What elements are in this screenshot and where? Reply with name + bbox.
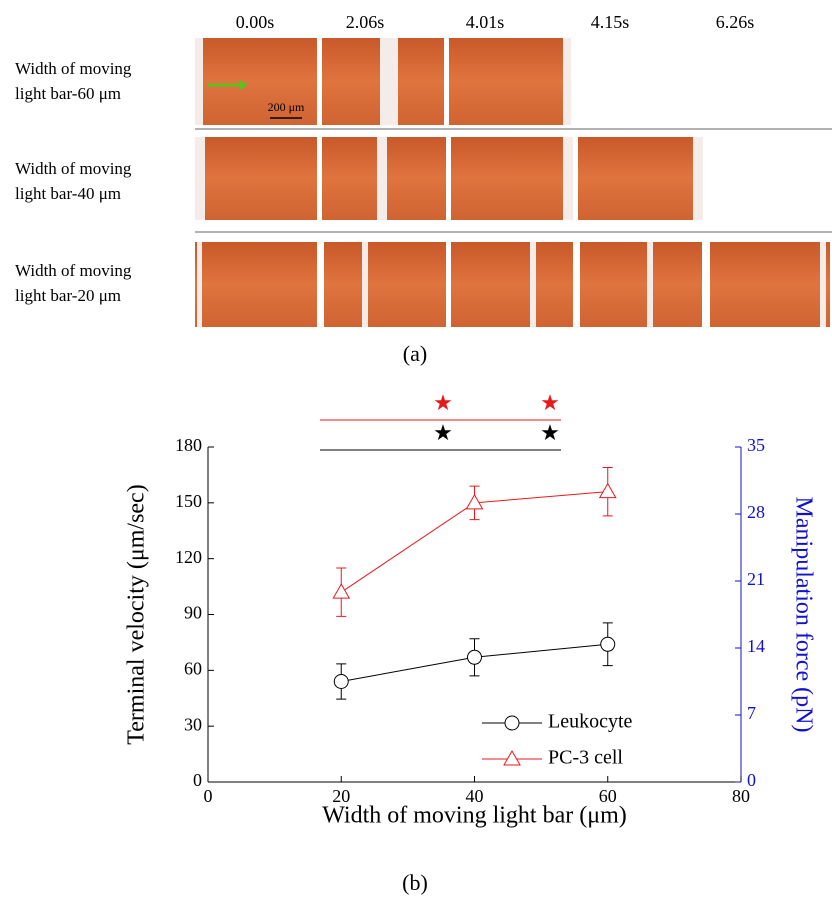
- x-tick-label: 0: [204, 786, 213, 806]
- legend-label: Leukocyte: [548, 711, 633, 733]
- legend-marker: [504, 751, 520, 765]
- micrograph: [580, 242, 702, 327]
- light-bar: [563, 38, 571, 125]
- y-tick-label: 120: [175, 547, 202, 567]
- y2-tick-label: 7: [747, 703, 756, 723]
- time-label: 4.01s: [466, 12, 505, 32]
- light-bar: [693, 137, 703, 220]
- star: ★: [540, 390, 560, 415]
- time-label: 0.00s: [236, 12, 275, 32]
- y2-tick-label: 35: [747, 435, 765, 455]
- y-tick-label: 90: [184, 603, 202, 623]
- light-bar: [197, 242, 202, 327]
- caption: (b): [402, 870, 428, 895]
- micrograph: [324, 242, 446, 327]
- light-bar: [820, 242, 826, 327]
- row-label: light bar-60 μm: [15, 84, 121, 103]
- y-axis-label: Terminal velocity (μm/sec): [124, 484, 150, 744]
- star: ★: [433, 420, 453, 445]
- light-bar: [647, 242, 653, 327]
- y-tick-label: 60: [184, 658, 202, 678]
- scale-bar-label: 200 μm: [268, 100, 305, 114]
- micrograph: [449, 38, 571, 125]
- time-label: 2.06s: [346, 12, 385, 32]
- point: [467, 495, 483, 509]
- point: [601, 637, 615, 651]
- light-bar: [380, 38, 398, 125]
- x-tick-label: 80: [732, 786, 750, 806]
- light-bar: [362, 242, 368, 327]
- star: ★: [433, 390, 453, 415]
- y2-tick-label: 21: [747, 569, 765, 589]
- light-bar: [563, 137, 573, 220]
- figure: 200 μm (a) (b) ★ ★ ★ ★ 0.00s 2.06s 4.01s 4.…: [0, 0, 832, 901]
- y-tick-label: 30: [184, 714, 202, 734]
- row-label: light bar-20 μm: [15, 286, 121, 305]
- legend-marker: [505, 716, 519, 730]
- point: [600, 484, 616, 498]
- y-tick-label: 180: [175, 435, 202, 455]
- row-label: Width of moving: [15, 159, 132, 178]
- y2-tick-label: 14: [747, 636, 765, 656]
- micrograph: [710, 242, 830, 327]
- micrograph: [195, 137, 317, 220]
- point: [468, 650, 482, 664]
- y2-axis-label: Manipulation force (pN): [790, 497, 816, 733]
- micrograph: [451, 137, 573, 220]
- light-bar: [195, 137, 205, 220]
- row-label: light bar-40 μm: [15, 184, 121, 203]
- row-label: Width of moving: [15, 59, 132, 78]
- point: [334, 675, 348, 689]
- point: [333, 584, 349, 598]
- micrograph: [578, 137, 703, 220]
- star: ★: [540, 420, 560, 445]
- caption: (a): [403, 341, 427, 366]
- y-tick-label: 150: [175, 491, 202, 511]
- y-tick-label: 0: [193, 770, 202, 790]
- x-axis-label: Width of moving light bar (μm): [322, 803, 627, 829]
- panel-a-images: [195, 38, 832, 327]
- time-label: 4.15s: [591, 12, 630, 32]
- micrograph: [195, 242, 317, 327]
- light-bar: [377, 137, 387, 220]
- light-bar: [530, 242, 536, 327]
- light-bar: [195, 38, 203, 125]
- micrograph: [451, 242, 573, 327]
- legend-label: PC-3 cell: [548, 747, 623, 769]
- time-label: 6.26s: [716, 12, 755, 32]
- y2-tick-label: 28: [747, 502, 765, 522]
- row-label: Width of moving: [15, 261, 132, 280]
